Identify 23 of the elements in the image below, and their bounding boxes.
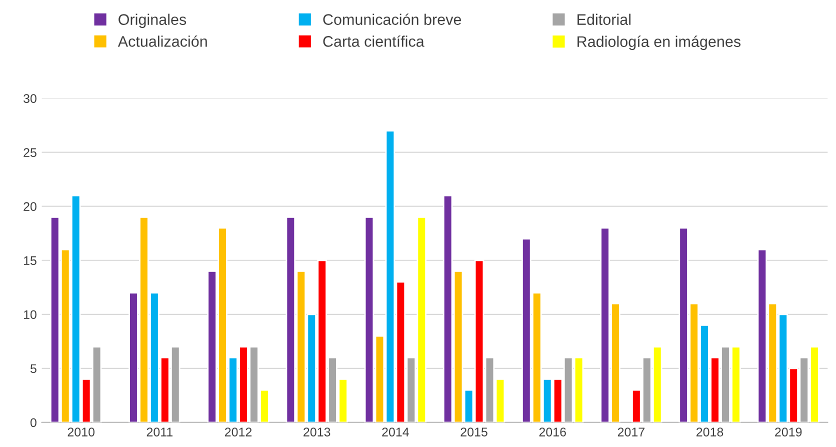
x-tick-label: 2011 — [146, 428, 173, 436]
x-tick-label: 2016 — [539, 428, 566, 436]
y-tick-label: 5 — [30, 364, 36, 374]
x-tick-label: 2019 — [775, 428, 802, 436]
x-tick-label: 2017 — [618, 428, 644, 436]
x-tick-label: 2010 — [68, 428, 95, 436]
y-tick-label: 10 — [24, 310, 36, 320]
y-tick-label: 25 — [24, 148, 36, 158]
legend-label: Comunicación breve — [323, 14, 462, 25]
x-tick-label: 2015 — [460, 428, 488, 436]
x-tick-label: 2012 — [224, 428, 252, 436]
y-tick-label: 30 — [24, 94, 36, 103]
legend-label: Carta científica — [323, 35, 424, 47]
y-tick-label: 0 — [30, 418, 36, 428]
y-tick-label: 20 — [24, 202, 36, 212]
legend-label: Editorial — [578, 14, 630, 25]
legend-label: Radiología en imágenes — [578, 36, 741, 50]
x-tick-label: 2018 — [696, 428, 724, 436]
legend-label: Originales — [118, 14, 186, 28]
y-tick-label: 15 — [24, 256, 36, 266]
legend-label: Actualización — [118, 35, 207, 47]
x-tick-label: 2013 — [304, 428, 330, 436]
x-tick-label: 2014 — [382, 428, 409, 436]
